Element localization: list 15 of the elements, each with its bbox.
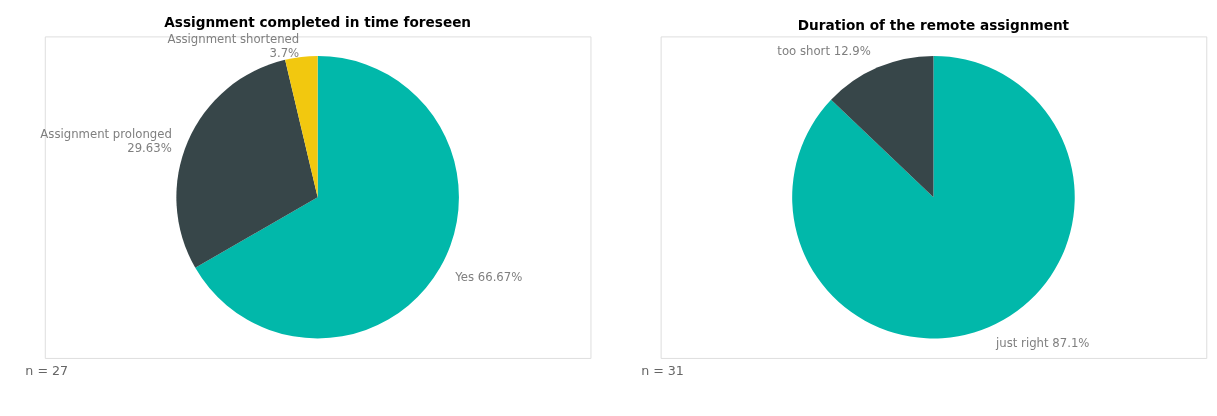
text: n = 27 [25,362,69,378]
data-label: 3.7% [269,45,300,60]
chart-title: Assignment completed in time foreseen [164,13,472,30]
pie-slice [176,59,318,268]
slice-label: just right 87.1% [995,336,1090,351]
pie-slice [792,55,1075,339]
text: n = 31 [641,362,684,378]
data-label: 29.63% [127,140,172,155]
chart-title: Duration of the remote assignment [797,16,1070,33]
pie-slice [831,55,934,198]
slice-label: Assignment shortened [167,32,300,47]
slice-label: Yes 66.67% [454,269,523,284]
pie-slice [285,55,318,198]
slice-label: too short 12.9% [777,44,871,59]
slice-label: Assignment prolonged [40,127,172,142]
